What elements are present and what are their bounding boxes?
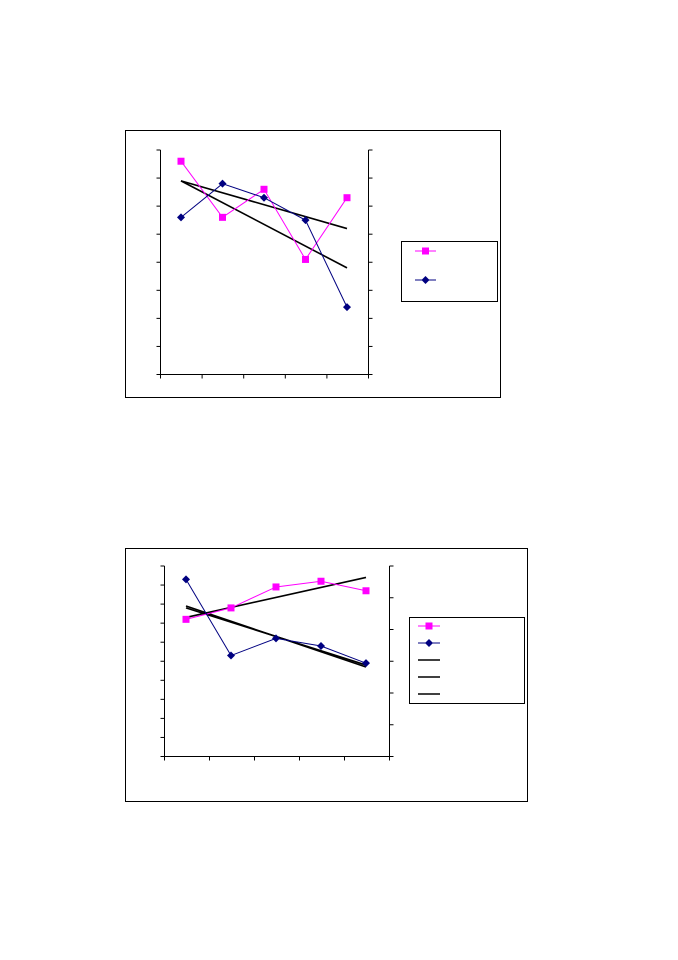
chart-2-series-2-point <box>272 634 280 643</box>
chart-1-series <box>177 157 351 312</box>
chart-2-series-1-point <box>317 577 325 585</box>
chart-1-series-2-point <box>260 193 268 202</box>
chart-1-legend-marker-1 <box>422 247 429 255</box>
chart-1-legend <box>401 241 498 302</box>
chart-2-series-1-point <box>182 615 190 623</box>
chart-2-series <box>182 575 370 668</box>
chart-1-series-2-point <box>218 179 227 188</box>
chart-2-series-2-point <box>227 651 235 660</box>
chart-1-series-1-point <box>302 255 309 263</box>
chart-1 <box>125 130 501 398</box>
chart-1-series-1-point <box>343 194 351 202</box>
chart-2-series-2-point <box>362 659 370 668</box>
chart-1-series-1-point <box>177 157 185 165</box>
chart-1-ticks <box>156 149 373 379</box>
chart-1-series-1-point <box>260 185 268 193</box>
chart-2-ticks <box>160 565 394 761</box>
chart-1-trendline <box>180 180 348 230</box>
chart-2-legend-entries <box>418 622 440 695</box>
chart-1-legend-entries <box>415 247 436 284</box>
chart-1-series-2-point <box>343 303 351 312</box>
chart-2-series-1-point <box>272 583 280 591</box>
chart-2-legend <box>409 617 525 704</box>
chart-1-series-2-point <box>177 213 185 222</box>
chart-2 <box>125 548 528 802</box>
chart-2-legend-marker-1 <box>425 622 433 630</box>
chart-1-series-2-point <box>301 216 310 225</box>
chart-2-series-2-point <box>182 575 190 584</box>
chart-1-legend-marker-2 <box>421 276 430 284</box>
chart-1-series-1-point <box>219 213 226 221</box>
chart-2-series-1-point <box>362 587 370 595</box>
chart-2-series-1-point <box>227 604 235 612</box>
chart-2-series-2-point <box>317 642 325 651</box>
chart-2-legend-marker-2 <box>425 639 433 647</box>
